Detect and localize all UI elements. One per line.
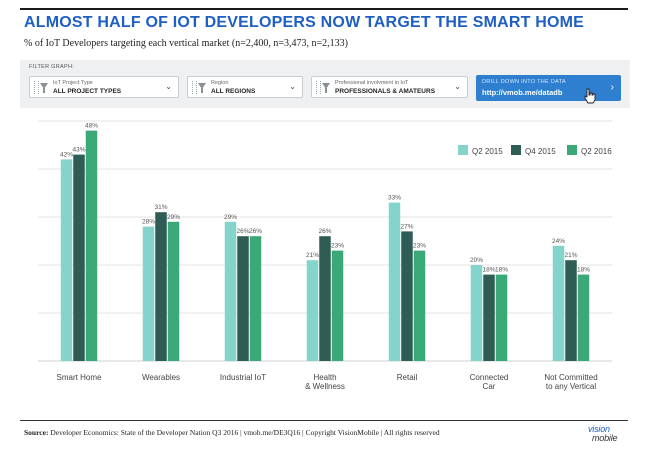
bar <box>552 245 565 361</box>
legend-label: Q2 2016 <box>581 147 612 156</box>
category-label: Smart Home <box>57 373 102 382</box>
logo-bottom: mobile <box>592 433 618 443</box>
data-label: 33% <box>388 195 401 202</box>
drill-down-button[interactable]: DRILL DOWN INTO THE DATA http://vmob.me/… <box>476 75 621 101</box>
dropdown-label: Region <box>211 80 229 86</box>
page-title: ALMOST HALF OF IOT DEVELOPERS NOW TARGET… <box>24 14 585 31</box>
bar <box>249 236 262 361</box>
category-label: to any Vertical <box>546 382 596 391</box>
category-label: Connected <box>470 373 509 382</box>
legend-swatch <box>511 145 521 155</box>
bar <box>306 260 319 361</box>
legend-swatch <box>567 145 577 155</box>
category-label: & Wellness <box>305 382 345 391</box>
bar <box>142 226 155 361</box>
grip-icon <box>34 81 39 94</box>
data-label: 24% <box>552 238 565 245</box>
data-label: 31% <box>154 204 167 211</box>
category-label: Industrial IoT <box>220 373 266 382</box>
chevron-down-icon: ⌄ <box>289 82 296 91</box>
page-subtitle: % of IoT Developers targeting each verti… <box>24 38 348 49</box>
chevron-right-icon: › <box>610 82 614 93</box>
bar <box>224 221 237 361</box>
footer-source: Source: Developer Economics: State of th… <box>24 428 440 437</box>
bar <box>85 130 98 361</box>
filter-icon <box>322 83 330 93</box>
dropdown-label: IoT Project Type <box>53 80 93 86</box>
chevron-down-icon: ⌄ <box>454 82 461 91</box>
category-label: Wearables <box>142 373 180 382</box>
bar <box>401 231 413 361</box>
legend-swatch <box>458 145 468 155</box>
bar <box>167 221 180 361</box>
hand-cursor-icon <box>584 88 596 104</box>
visionmobile-logo: vision mobile <box>578 423 628 445</box>
legend-label: Q4 2015 <box>525 147 556 156</box>
data-label: 28% <box>142 219 155 226</box>
data-label: 29% <box>167 214 180 221</box>
data-label: 26% <box>236 228 249 235</box>
data-label: 48% <box>85 123 98 130</box>
category-label: Car <box>483 382 496 391</box>
filter-label: FILTER GRAPH: <box>29 64 75 70</box>
bar <box>388 202 401 361</box>
data-label: 27% <box>400 223 413 230</box>
bar <box>413 250 426 361</box>
bar <box>577 274 590 361</box>
logo-top: vision <box>588 424 610 434</box>
chevron-down-icon: ⌄ <box>165 82 172 91</box>
drill-down-label: DRILL DOWN INTO THE DATA <box>482 79 566 85</box>
category-label: Not Committed <box>544 373 597 382</box>
data-label: 21% <box>564 252 577 259</box>
data-label: 21% <box>306 252 319 259</box>
data-label: 18% <box>495 267 508 274</box>
involvement-dropdown[interactable]: Professional involvment in IoT PROFESSIO… <box>311 76 468 98</box>
region-dropdown[interactable]: Region ALL REGIONS ⌄ <box>187 76 303 98</box>
top-rule <box>20 8 628 10</box>
bar <box>331 250 344 361</box>
bar <box>483 274 495 361</box>
bar <box>60 159 73 361</box>
category-label: Health <box>313 373 336 382</box>
bar-chart: 42%43%48%Smart Home28%31%29%Wearables29%… <box>38 120 612 391</box>
data-label: 26% <box>249 228 262 235</box>
legend-label: Q2 2015 <box>472 147 503 156</box>
dropdown-label: Professional involvment in IoT <box>335 80 409 86</box>
bar <box>155 212 167 361</box>
bar <box>470 265 483 361</box>
grip-icon <box>192 81 197 94</box>
bar <box>319 236 331 361</box>
data-label: 26% <box>318 228 331 235</box>
grip-icon <box>316 81 321 94</box>
source-text: Developer Economics: State of the Develo… <box>50 428 440 437</box>
data-label: 18% <box>577 267 590 274</box>
bar <box>73 154 85 361</box>
bar <box>495 274 508 361</box>
bar <box>565 260 577 361</box>
filter-icon <box>40 83 48 93</box>
project-type-dropdown[interactable]: IoT Project Type ALL PROJECT TYPES ⌄ <box>29 76 179 98</box>
data-label: 42% <box>60 151 73 158</box>
dropdown-value: PROFESSIONALS & AMATEURS <box>335 88 436 95</box>
footer-rule <box>20 420 628 421</box>
data-label: 20% <box>470 257 483 264</box>
dropdown-value: ALL PROJECT TYPES <box>53 88 122 95</box>
data-label: 29% <box>224 214 237 221</box>
drill-down-url[interactable]: http://vmob.me/datadb <box>482 88 563 97</box>
filter-icon <box>198 83 206 93</box>
dropdown-value: ALL REGIONS <box>211 88 256 95</box>
data-label: 23% <box>331 243 344 250</box>
data-label: 43% <box>72 147 85 154</box>
bar <box>237 236 249 361</box>
data-label: 18% <box>482 267 495 274</box>
category-label: Retail <box>397 373 418 382</box>
data-label: 23% <box>413 243 426 250</box>
source-label: Source: <box>24 428 49 437</box>
